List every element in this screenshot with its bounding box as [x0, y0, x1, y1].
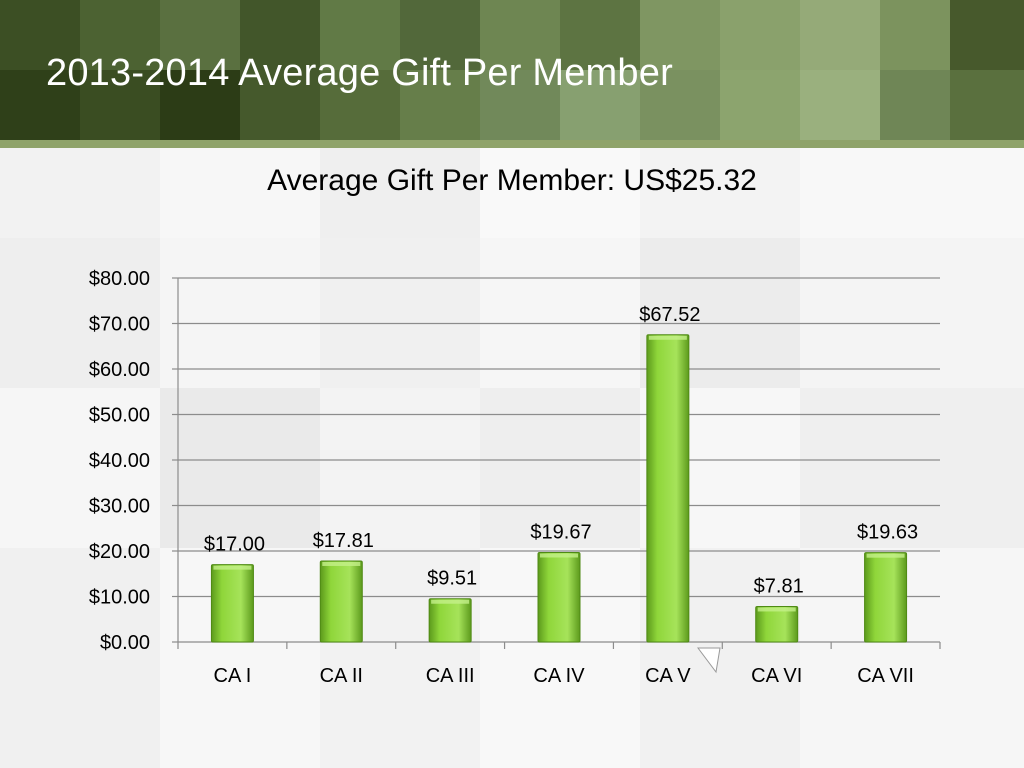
data-label: $67.52: [639, 304, 700, 326]
x-tick-label: CA V: [645, 665, 691, 687]
background-tile: [480, 238, 640, 388]
x-tick-labels: CA I CA II CA III CA IV CA V CA VI CA VII: [214, 665, 914, 687]
decoration: [697, 647, 721, 674]
header-band: [0, 0, 1024, 140]
y-tick-label: $70.00: [89, 314, 150, 336]
header-tile: [720, 70, 800, 140]
header-tile: [720, 0, 800, 70]
bar: [537, 552, 581, 643]
y-tick-label: $10.00: [89, 587, 150, 609]
y-tick-label: $20.00: [89, 541, 150, 563]
header-tile: [160, 0, 240, 70]
bar-highlight: [757, 607, 796, 612]
y-tick-label: $30.00: [89, 496, 150, 518]
header-tile: [240, 0, 320, 70]
background-tile: [160, 148, 320, 238]
background-tile: [0, 388, 160, 548]
background-tile: [320, 148, 480, 238]
header-tile: [880, 70, 950, 140]
y-tick-label: $40.00: [89, 450, 150, 472]
header-tile: [560, 0, 640, 70]
header-tile: [320, 0, 400, 70]
bar: [319, 560, 363, 643]
bar: [428, 598, 472, 643]
x-tick-label: CA VII: [857, 665, 914, 687]
data-label: $19.63: [857, 522, 918, 544]
header-tile: [80, 70, 160, 140]
data-label: $17.00: [204, 534, 265, 556]
chart-title: Average Gift Per Member: US$25.32: [267, 164, 757, 197]
background-tile: [800, 548, 1024, 768]
header-tile: [480, 0, 560, 70]
header-tile: [160, 70, 240, 140]
header-tile: [640, 70, 720, 140]
bar-highlight: [866, 553, 905, 558]
y-tick-label: $0.00: [100, 632, 150, 654]
bar: [755, 605, 799, 643]
header-tile: [80, 0, 160, 70]
header-tile: [0, 0, 80, 70]
header-tile: [240, 70, 320, 140]
data-label: $19.67: [530, 522, 591, 544]
bar-highlight: [431, 599, 470, 604]
y-tick-label: $80.00: [89, 268, 150, 290]
background-tile: [0, 148, 160, 238]
x-tick-label: CA II: [320, 665, 363, 687]
background-tile: [800, 148, 1024, 238]
bars: [210, 334, 908, 643]
header-tile: [560, 70, 640, 140]
header-tile: [950, 0, 1024, 70]
background-tile: [480, 148, 640, 238]
x-tick-label: CA I: [214, 665, 252, 687]
header-tile: [800, 70, 880, 140]
page-curl-decoration: [697, 647, 721, 674]
slide-title: 2013-2014 Average Gift Per Member: [46, 52, 673, 94]
background-tile: [160, 238, 320, 388]
bar-highlight: [322, 561, 361, 566]
header-tile: [950, 70, 1024, 140]
bar-highlight: [213, 565, 252, 570]
header-tile: [800, 0, 880, 70]
bar-highlight: [648, 335, 687, 340]
background-tile: [320, 238, 480, 388]
header-tile: [400, 0, 480, 70]
x-tick-label: CA IV: [533, 665, 585, 687]
background-tile: [800, 238, 1024, 388]
header-tile: [640, 0, 720, 70]
y-tick-label: $50.00: [89, 405, 150, 427]
bar: [210, 564, 254, 643]
gridlines: [178, 277, 940, 598]
header-tile: [0, 70, 80, 140]
bar: [646, 334, 690, 643]
header-tile: [880, 0, 950, 70]
data-label: $9.51: [427, 568, 477, 590]
data-label: $17.81: [313, 530, 374, 552]
background-tile: [0, 548, 160, 768]
header-divider: [0, 140, 1024, 148]
y-tick-labels: $0.00 $10.00 $20.00 $30.00 $40.00 $50.00 $60.0…: [89, 268, 150, 654]
x-tick-label: CA VI: [751, 665, 802, 687]
header-tile: [480, 70, 560, 140]
bar-highlight: [540, 553, 578, 558]
header-tile: [400, 70, 480, 140]
data-label: $7.81: [754, 575, 804, 597]
data-labels: $17.00 $17.81 $9.51 $19.67 $67.52 $7.81 $19.63: [204, 304, 918, 598]
background-tile: [0, 238, 160, 388]
background-tile: [640, 148, 800, 238]
header-tile: [320, 70, 400, 140]
x-tick-label: CA III: [426, 665, 475, 687]
y-tick-label: $60.00: [89, 359, 150, 381]
bar: [864, 552, 908, 643]
